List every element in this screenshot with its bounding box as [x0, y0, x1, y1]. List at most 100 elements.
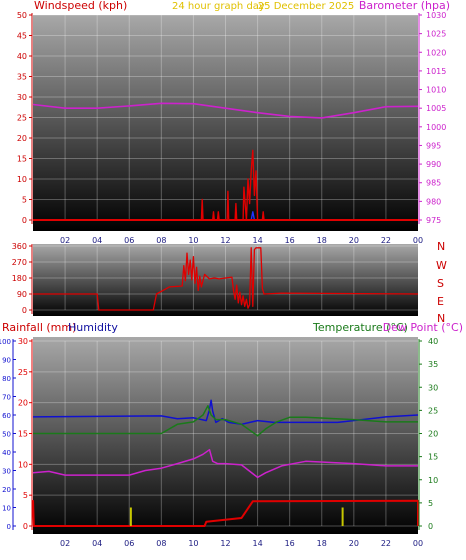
humidity-tick-label: 90	[2, 357, 11, 365]
humidity-tick-label: 20	[2, 486, 11, 494]
barometer-right-tick-label: 985	[426, 179, 441, 188]
direction-line	[33, 247, 419, 311]
rainfall-tick-label: 15	[18, 430, 28, 439]
compass-label-north-bottom: N	[437, 312, 445, 325]
rainfall-line	[32, 499, 419, 527]
wind-left-tick-label: 40	[17, 52, 27, 61]
gust_marker-line	[250, 211, 256, 221]
weather-x-tick-label: 14	[252, 539, 262, 548]
wind-line	[33, 149, 418, 221]
wind-x-tick-label: 22	[381, 236, 391, 245]
humidity-tick-label: 0	[7, 523, 11, 531]
temperature-tick-label: 30	[428, 383, 438, 392]
wind-x-tick-label: 14	[252, 236, 262, 245]
compass-label-south: S	[437, 277, 444, 290]
series-lines	[32, 102, 419, 527]
humidity-tick-label: 10	[2, 505, 11, 513]
weather-x-tick-label: 20	[349, 539, 359, 548]
weather-x-tick-label: 10	[188, 539, 198, 548]
wind-left-tick-label: 0	[22, 216, 27, 225]
barometer-right-tick-label: 980	[426, 197, 441, 206]
barometer-right-tick-label: 995	[426, 141, 441, 150]
rainfall-tick-label: 20	[18, 399, 28, 408]
wind-left-tick-label: 5	[22, 196, 27, 205]
wind-x-tick-label: 20	[349, 236, 359, 245]
humidity-tick-label: 50	[2, 431, 11, 439]
humidity-title: Humidity	[68, 321, 118, 334]
barometer-right-tick-label: 1030	[426, 11, 446, 20]
barometer-right-tick-label: 990	[426, 160, 441, 169]
rainfall-tick-label: 25	[18, 368, 28, 377]
wind-x-tick-label: 08	[156, 236, 166, 245]
direction-left-tick-label: 270	[12, 258, 27, 267]
wind-x-tick-label: 12	[220, 236, 230, 245]
wind-left-tick-label: 50	[17, 11, 27, 20]
humidity-tick-label: 30	[2, 468, 11, 476]
dewpoint-title: Dew Point (°C)	[383, 321, 463, 334]
weather-x-tick-label: 04	[92, 539, 102, 548]
temperature-tick-label: 15	[428, 453, 438, 462]
rainfall-tick-label: 30	[18, 337, 28, 346]
weather-x-tick-label: 06	[124, 539, 134, 548]
rainfall-title: Rainfall (mm)	[2, 321, 76, 334]
weather-axes: 02 04 06 08 10 12 14 16 18 20 22 000102030405060708…	[0, 337, 438, 548]
temperature-tick-label: 35	[428, 360, 438, 369]
temperature-tick-label: 20	[428, 430, 438, 439]
barometer-right-tick-label: 1000	[426, 123, 446, 132]
compass-label-west: W	[436, 259, 447, 272]
humidity-tick-label: 60	[2, 412, 11, 420]
rainfall-tick-label: 0	[23, 522, 28, 531]
temperature-line	[33, 405, 418, 437]
direction-left-tick-label: 90	[17, 290, 27, 299]
wind-x-tick-label: 16	[285, 236, 295, 245]
wind-x-tick-label: 04	[92, 236, 102, 245]
wind-axes: 02 04 06 08 10 12 14 16 18 20 22 000510152025303540…	[17, 11, 447, 245]
weather-x-tick-label: 22	[381, 539, 391, 548]
compass-label-east: E	[437, 295, 444, 308]
wind-x-tick-label: 06	[124, 236, 134, 245]
weather-x-tick-label: 08	[156, 539, 166, 548]
weather-x-tick-label: 18	[317, 539, 327, 548]
temperature-tick-label: 0	[428, 522, 433, 531]
barometer-right-tick-label: 1020	[426, 48, 446, 57]
dewpoint-line	[32, 448, 418, 479]
direction-plot-area	[33, 244, 418, 316]
temperature-title: Temperature (°C)	[312, 321, 408, 334]
wind-plot-area	[33, 15, 418, 231]
barometer-right-tick-label: 1015	[426, 67, 446, 76]
compass-label-north: N	[437, 240, 445, 253]
weather-x-tick-label: 12	[220, 539, 230, 548]
rainfall-tick-label: 5	[23, 491, 28, 500]
wind-left-tick-label: 25	[17, 114, 27, 123]
weather-x-tick-label: 16	[285, 539, 295, 548]
direction-left-tick-label: 360	[12, 242, 27, 251]
barometer-right-tick-label: 1005	[426, 104, 446, 113]
wind-left-tick-label: 35	[17, 73, 27, 82]
humidity-line	[32, 399, 419, 426]
rainfall-tick-label: 10	[18, 460, 28, 469]
barometer-right-tick-label: 1025	[426, 30, 446, 39]
wind-left-tick-label: 45	[17, 32, 27, 41]
barometer-right-tick-label: 1010	[426, 86, 446, 95]
humidity-tick-label: 100	[0, 338, 11, 346]
temperature-tick-label: 10	[428, 476, 438, 485]
wind-left-tick-label: 20	[17, 134, 27, 143]
humidity-tick-label: 80	[2, 375, 11, 383]
temperature-tick-label: 25	[428, 406, 438, 415]
temperature-tick-label: 5	[428, 499, 433, 508]
wind-x-tick-label: 02	[60, 236, 70, 245]
weather-series-group	[32, 399, 419, 527]
barometer-line	[32, 102, 419, 119]
wind-series-group	[32, 102, 419, 221]
direction-series-group	[33, 247, 419, 311]
direction-left-tick-label: 180	[12, 274, 27, 283]
wind-left-tick-label: 10	[17, 175, 27, 184]
wind-x-tick-label: 18	[317, 236, 327, 245]
wind-left-tick-label: 30	[17, 93, 27, 102]
wind-left-tick-label: 15	[17, 155, 27, 164]
humidity-tick-label: 70	[2, 394, 11, 402]
direction-left-tick-label: 0	[22, 306, 27, 315]
wind-x-tick-label: 10	[188, 236, 198, 245]
temperature-tick-label: 40	[428, 337, 438, 346]
